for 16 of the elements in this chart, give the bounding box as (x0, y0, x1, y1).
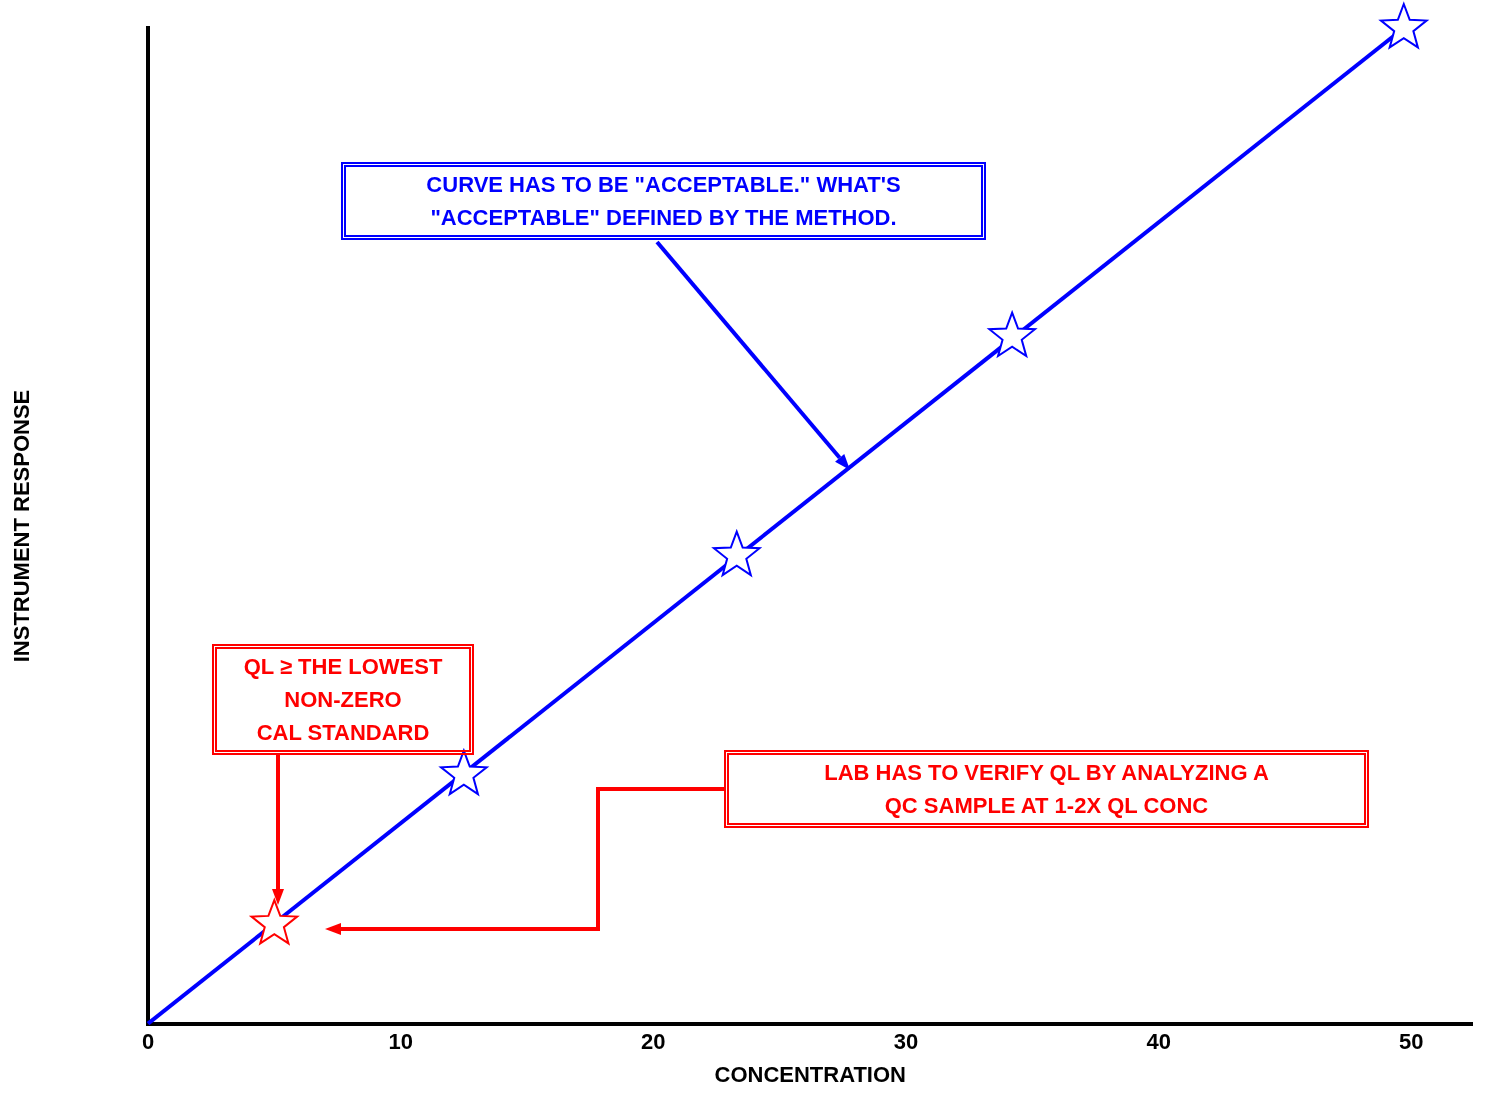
point (250, 899, 299, 945)
x-tick-label: 0 (141, 1028, 155, 1054)
point (1379, 3, 1428, 49)
x-tick-label: 20 (641, 1028, 666, 1054)
point (712, 530, 761, 577)
x-tick-label: 40 (1146, 1028, 1171, 1054)
x-tick-label: 30 (893, 1028, 919, 1054)
annotation: QL ≥ THE LOWEST NON-ZERO CAL STANDARD (212, 644, 474, 755)
point (988, 311, 1036, 358)
x-tick-label: 10 (388, 1028, 413, 1054)
y-axis-title: INSTRUMENT RESPONSE (8, 389, 35, 663)
point (440, 749, 488, 796)
x-axis-title: CONCENTRATION (714, 1061, 906, 1088)
x-tick-label: 50 (1399, 1028, 1424, 1054)
annotation: LAB HAS TO VERIFY QL BY ANALYZING A QC SAMPLE AT 1-2X QL CONC (724, 750, 1369, 828)
annotation: CURVE HAS TO BE "ACCEPTABLE." WHAT'S "ACCEPTABLE" DEFINED BY THE METHOD. (341, 162, 986, 240)
